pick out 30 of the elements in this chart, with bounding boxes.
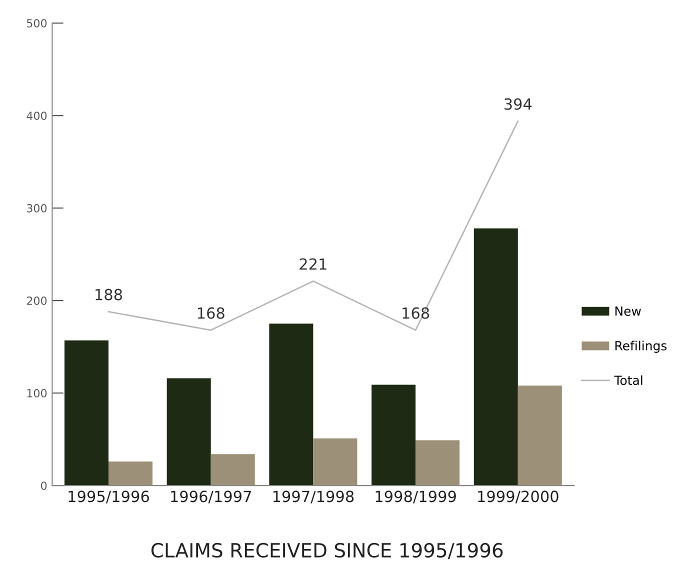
y-tick-label: 500 <box>26 19 47 28</box>
y-tick-label: 400 <box>26 112 47 120</box>
bar <box>416 440 460 486</box>
legend-label: Refilings <box>615 340 667 353</box>
bar <box>518 386 562 486</box>
data-label: 168 <box>402 307 430 319</box>
y-tick-label: 200 <box>26 296 47 305</box>
bar <box>372 384 416 486</box>
bar <box>166 378 211 486</box>
bar <box>474 228 518 486</box>
legend-label: Total <box>614 375 642 386</box>
y-tick-label: 0 <box>41 481 47 490</box>
bar <box>64 340 108 486</box>
x-tick-label: 1998/1999 <box>376 490 456 504</box>
x-tick-label: 1999/2000 <box>478 490 558 504</box>
text: CLAIMS RECEIVED SINCE 1995/1996 <box>151 542 503 560</box>
data-label: 188 <box>96 288 122 300</box>
data-label: 168 <box>198 307 224 319</box>
legend-label: New <box>615 306 641 316</box>
y-tick-label: 300 <box>26 204 47 212</box>
bar <box>313 438 358 486</box>
bar <box>108 461 153 486</box>
y-tick-label: 100 <box>27 389 47 398</box>
bar <box>269 324 314 486</box>
data-label: 221 <box>300 258 326 270</box>
bar <box>210 454 255 486</box>
data-label: 394 <box>504 98 532 110</box>
x-tick-label: 1995/1996 <box>68 490 149 504</box>
x-tick-label: 1997/1998 <box>273 490 354 504</box>
x-tick-label: 1996/1997 <box>171 490 251 504</box>
